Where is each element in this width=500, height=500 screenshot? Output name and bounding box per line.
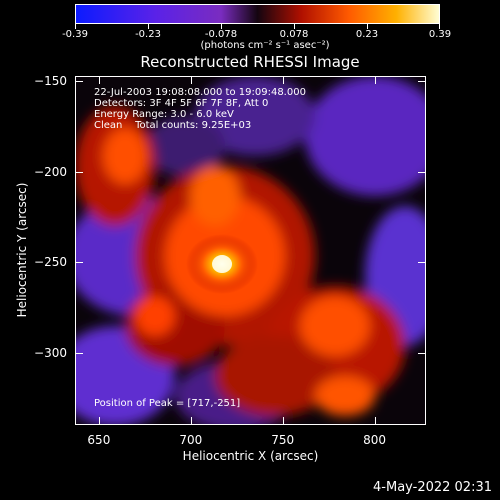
colorbar-tick-label: -0.23 — [135, 29, 161, 40]
x-axis-label: Heliocentric X (arcsec) — [182, 449, 319, 463]
y-tick-label: −250 — [34, 255, 67, 270]
y-tick — [418, 171, 426, 173]
y-tick — [75, 262, 83, 264]
y-tick — [418, 81, 426, 83]
x-tick-label: 650 — [87, 433, 111, 447]
x-tick — [98, 417, 100, 425]
colorbar-tick-label: -0.078 — [204, 29, 238, 40]
colorbar-tick — [75, 24, 76, 29]
rhessi-image — [75, 76, 426, 425]
x-tick-label: 750 — [271, 433, 295, 447]
footer-date: 4-May-2022 02:31 — [373, 480, 492, 495]
colorbar-tick-label: 0.23 — [355, 29, 379, 40]
x-tick-label: 800 — [363, 433, 386, 447]
info-line-4: Clean Total counts: 9.25E+03 — [94, 120, 252, 131]
colorbar-unit-label: (photons cm⁻² s⁻¹ asec⁻²) — [200, 40, 330, 51]
colorbar-gradient — [75, 4, 440, 24]
y-tick — [75, 171, 83, 173]
colorbar-tick-label: -0.39 — [62, 29, 88, 40]
colorbar-tick — [294, 24, 295, 29]
x-tick — [98, 76, 100, 84]
colorbar-tick-label: 0.078 — [279, 29, 309, 40]
x-tick — [282, 76, 284, 84]
y-tick-label: −300 — [34, 345, 67, 360]
peak-core — [212, 255, 233, 274]
y-axis-label: Heliocentric Y (arcsec) — [15, 182, 29, 318]
info-line-3: Energy Range: 3.0 - 6.0 keV — [94, 109, 234, 120]
y-tick — [75, 81, 83, 83]
colorbar-tick — [221, 24, 222, 29]
x-tick — [190, 417, 192, 425]
colorbar-tick-label: 0.39 — [428, 29, 452, 40]
y-tick-label: −150 — [34, 74, 67, 89]
info-line-2: Detectors: 3F 4F 5F 6F 7F 8F, Att 0 — [94, 98, 269, 109]
x-tick — [190, 76, 192, 84]
peak-position-label: Position of Peak = [717,-251] — [94, 398, 241, 409]
y-tick — [418, 352, 426, 354]
colorbar-tick — [367, 24, 368, 29]
y-tick — [75, 352, 83, 354]
image-title: Reconstructed RHESSI Image — [140, 53, 360, 71]
rhessi-heatmap — [75, 76, 426, 425]
x-tick — [374, 76, 376, 84]
colorbar — [75, 4, 440, 24]
y-tick — [418, 262, 426, 264]
info-line-1: 22-Jul-2003 19:08:08.000 to 19:09:48.000 — [94, 87, 306, 98]
colorbar-tick — [148, 24, 149, 29]
colorbar-tick — [439, 24, 440, 29]
x-tick-label: 700 — [179, 433, 203, 447]
x-tick — [282, 417, 284, 425]
y-tick-label: −200 — [34, 164, 67, 179]
x-tick — [374, 417, 376, 425]
